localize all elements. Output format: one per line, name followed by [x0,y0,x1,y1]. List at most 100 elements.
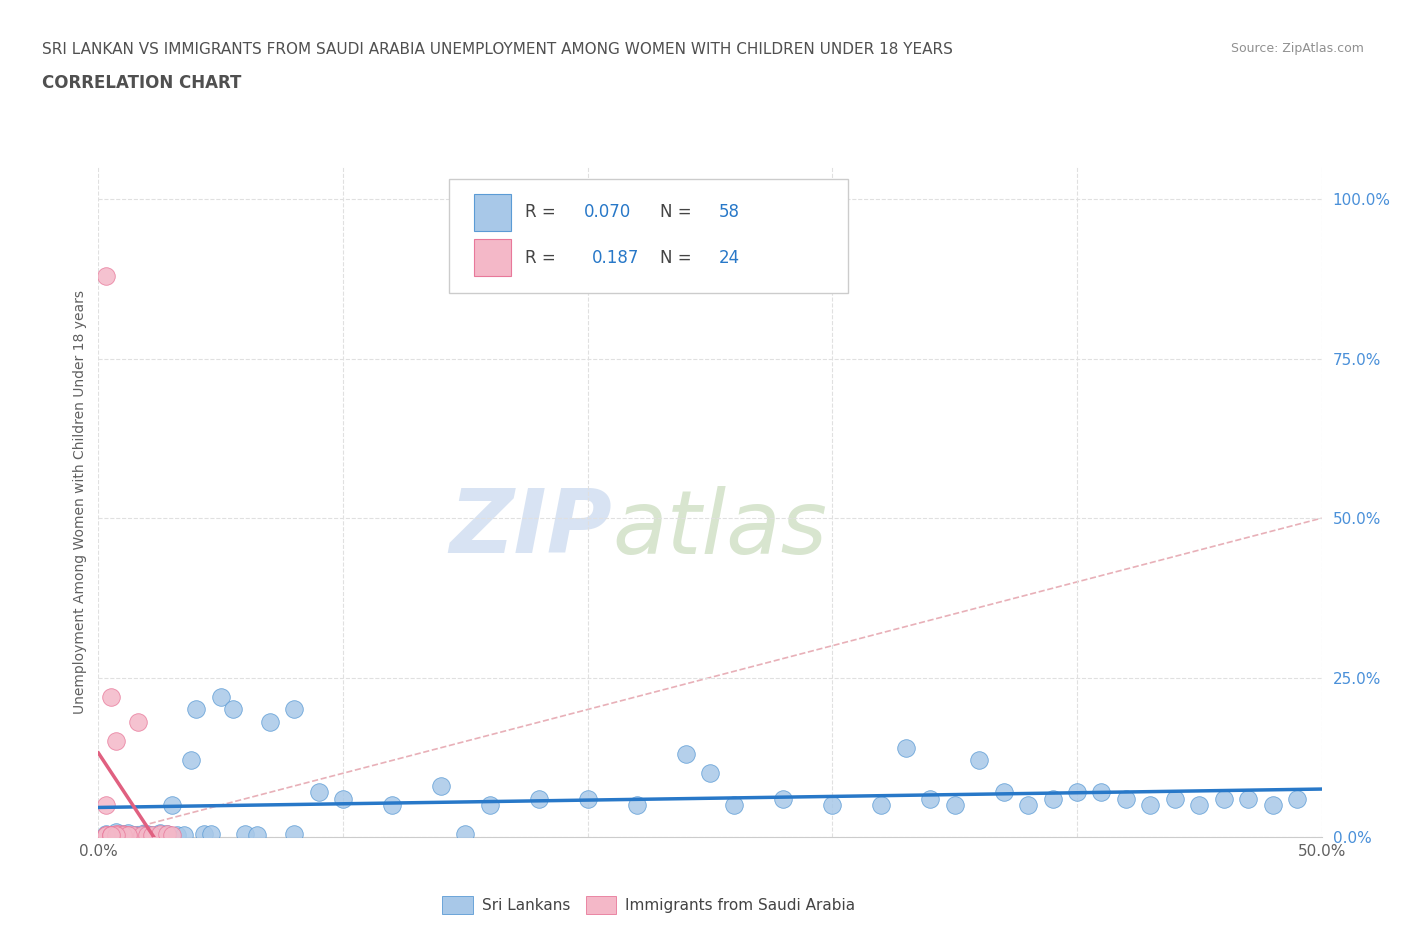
Point [1261,798,1284,813]
Point [430,778,453,793]
Text: 58: 58 [718,204,740,221]
Point [100,828,122,843]
Point [626,798,648,813]
Point [699,765,721,780]
Point [723,798,745,813]
Point [117,828,139,843]
Point [124,828,146,843]
Point [209,689,232,704]
Point [454,827,477,842]
Point [166,828,188,843]
Point [156,827,179,842]
Point [111,827,134,842]
Point [993,785,1015,800]
Point [94,269,117,284]
Point [100,828,122,843]
Point [107,827,129,842]
Text: CORRELATION CHART: CORRELATION CHART [42,74,242,92]
Point [100,828,122,843]
Point [156,827,179,842]
Point [1115,791,1137,806]
Point [1286,791,1309,806]
Point [1164,791,1187,806]
Point [1139,798,1161,813]
Point [111,828,134,843]
Point [1042,791,1064,806]
Point [967,753,990,768]
Point [186,702,208,717]
Text: SRI LANKAN VS IMMIGRANTS FROM SAUDI ARABIA UNEMPLOYMENT AMONG WOMEN WITH CHILDRE: SRI LANKAN VS IMMIGRANTS FROM SAUDI ARAB… [42,42,953,57]
Point [1017,798,1039,813]
Point [894,740,917,755]
Point [136,827,159,842]
FancyBboxPatch shape [474,193,510,231]
Point [94,828,117,843]
Point [94,798,117,813]
Point [121,828,143,843]
Point [283,827,305,842]
Text: ZIP: ZIP [450,485,612,573]
Point [180,753,202,768]
Text: Source: ZipAtlas.com: Source: ZipAtlas.com [1230,42,1364,55]
Point [111,827,134,842]
Text: 0.070: 0.070 [583,204,631,221]
Point [141,828,163,843]
Point [107,829,129,844]
Point [131,828,153,843]
Point [675,747,697,762]
Point [308,785,330,800]
Point [193,827,215,842]
Point [332,791,354,806]
Point [1090,785,1112,800]
Point [104,827,127,842]
Point [149,827,172,842]
Point [870,798,893,813]
Point [94,828,117,843]
FancyBboxPatch shape [474,239,510,276]
Point [259,715,281,730]
Point [943,798,966,813]
Point [136,828,159,843]
Point [127,715,149,730]
Point [104,825,127,840]
Point [478,798,501,813]
Point [381,798,404,813]
Point [772,791,794,806]
Point [100,828,122,843]
Text: 24: 24 [718,249,740,267]
Point [920,791,942,806]
Point [821,798,844,813]
Text: R =: R = [526,249,567,267]
Point [149,826,172,841]
FancyBboxPatch shape [450,179,848,293]
Point [117,828,139,843]
Point [160,798,183,813]
Point [94,827,117,842]
Y-axis label: Unemployment Among Women with Children Under 18 years: Unemployment Among Women with Children U… [73,290,87,714]
Point [1188,798,1211,813]
Text: 0.187: 0.187 [592,249,638,267]
Point [173,828,195,843]
Point [100,689,122,704]
Point [1066,785,1088,800]
Point [246,828,269,843]
Legend: Sri Lankans, Immigrants from Saudi Arabia: Sri Lankans, Immigrants from Saudi Arabi… [436,890,862,920]
Point [1237,791,1260,806]
Text: N =: N = [659,249,697,267]
Point [233,827,256,842]
Point [160,828,183,843]
Text: N =: N = [659,204,697,221]
Point [141,828,163,843]
Point [200,827,222,842]
Point [131,827,153,842]
Point [576,791,599,806]
Text: R =: R = [526,204,561,221]
Point [283,702,305,717]
Point [1212,791,1234,806]
Point [104,734,127,749]
Text: atlas: atlas [612,486,827,572]
Point [222,702,245,717]
Point [117,826,139,841]
Point [527,791,550,806]
Point [104,828,127,843]
